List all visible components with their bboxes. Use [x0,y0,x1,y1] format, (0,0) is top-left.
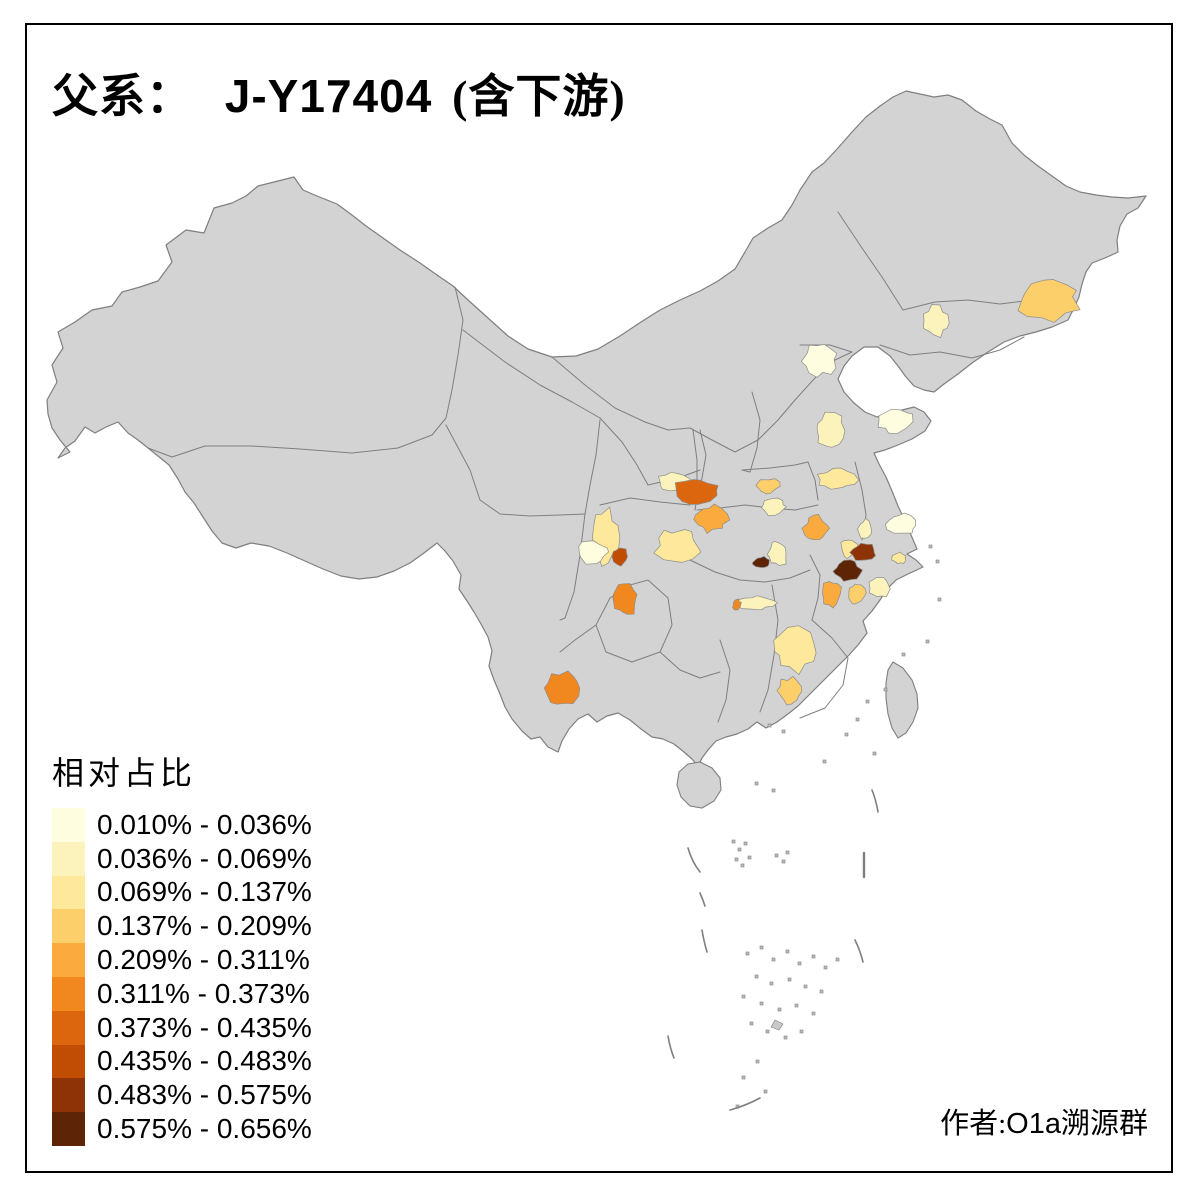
legend-row: 0.435% - 0.483% [52,1044,312,1079]
legend-swatch [52,943,85,977]
page-title: 父系： J-Y17404 (含下游) [52,60,626,126]
map-region-beijing [800,344,838,378]
map-region-anhui-east [857,517,872,539]
map-region-zhejiang-northwest [832,559,863,582]
map-region-hubei-east [766,541,787,566]
legend-swatch [52,1112,85,1146]
title-zh-prefix: 父系： [52,71,193,122]
map-region-hubei-north [801,513,831,541]
map-region-hunan-northwest [732,598,742,611]
legend-label: 0.010% - 0.036% [97,808,312,840]
map-region-sichuan-central [611,547,628,567]
map-region-jiangsu-south [849,542,876,561]
attribution-latin: O1a [1006,1108,1061,1140]
sea-islets [731,544,942,1109]
map-region-jilin-changchun [923,304,950,339]
legend-swatch [52,1078,85,1113]
map-region-shandong-west [816,411,846,448]
legend-swatch [52,875,85,910]
map-region-zhejiang-hangzhou [822,581,842,609]
map-region-shanghai-west [891,551,907,565]
legend-label: 0.373% - 0.435% [97,1011,312,1043]
legend-swatch [52,1044,85,1079]
title-zh-suffix: (含下游) [452,71,626,122]
map-region-hubei-wuhan [752,555,770,568]
map-region-zhejiang-shaoxing [848,583,867,605]
title-lineage-id: J-Y17404 [224,70,433,122]
map-region-zhejiang-ningbo [868,577,891,598]
legend-swatch [52,976,85,1011]
map-region-guizhou-north [612,583,638,615]
legend-title: 相对占比 [52,755,197,791]
legend: 相对占比 0.010% - 0.036% 0.036% - 0.069% 0.069… [52,748,312,1146]
legend-row: 0.137% - 0.209% [52,909,312,944]
colored-regions [543,279,1081,706]
map-region-chengdu-plain [578,540,609,565]
legend-label: 0.575% - 0.656% [97,1113,312,1145]
legend-label: 0.036% - 0.069% [97,842,312,874]
legend-rows: 0.010% - 0.036% 0.036% - 0.069% 0.069% - 0… [52,808,312,1146]
attribution-zh-suffix: 溯源群 [1060,1108,1148,1140]
china-mainland-outline [46,90,1147,767]
map-region-henan-east [755,478,781,495]
map-region-heilongjiang-east [1017,279,1081,323]
legend-row: 0.483% - 0.575% [52,1078,312,1113]
map-region-daba-mountains [653,529,702,563]
map-region-henan-southwest [693,503,731,535]
legend-swatch [52,909,85,944]
map-region-henan-southeast [761,497,787,517]
legend-label: 0.311% - 0.373% [97,977,310,1009]
map-region-jiangxi-central [773,625,817,676]
legend-row: 0.209% - 0.311% [52,943,312,977]
legend-swatch [52,841,85,876]
map-region-jiangsu-coast [885,512,916,534]
taiwan-island [885,661,919,739]
attribution-zh-prefix: 作者: [940,1108,1007,1140]
attribution: 作者:O1a溯源群 [940,1100,1148,1142]
legend-label: 0.435% - 0.483% [97,1045,312,1077]
map-region-shandong-south [816,467,860,490]
legend-row: 0.036% - 0.069% [52,841,312,876]
legend-label: 0.483% - 0.575% [97,1079,312,1111]
map-region-shandong-peninsula [877,408,914,435]
sea-dash-lines [667,789,879,1111]
map-region-jiangxi-south [776,675,803,706]
legend-row: 0.010% - 0.036% [52,808,312,842]
legend-label: 0.069% - 0.137% [97,876,312,908]
legend-row: 0.311% - 0.373% [52,976,312,1011]
legend-swatch [52,1010,85,1045]
legend-row: 0.575% - 0.656% [52,1112,312,1146]
map-region-henan-west [674,479,719,505]
legend-row: 0.069% - 0.137% [52,875,312,910]
legend-label: 0.209% - 0.311% [97,944,310,976]
legend-label: 0.137% - 0.209% [97,910,312,942]
legend-swatch [52,808,85,842]
islands [676,661,919,809]
hainan-island [676,761,722,809]
map-region-yunnan-central [543,670,581,705]
legend-row: 0.373% - 0.435% [52,1010,312,1045]
